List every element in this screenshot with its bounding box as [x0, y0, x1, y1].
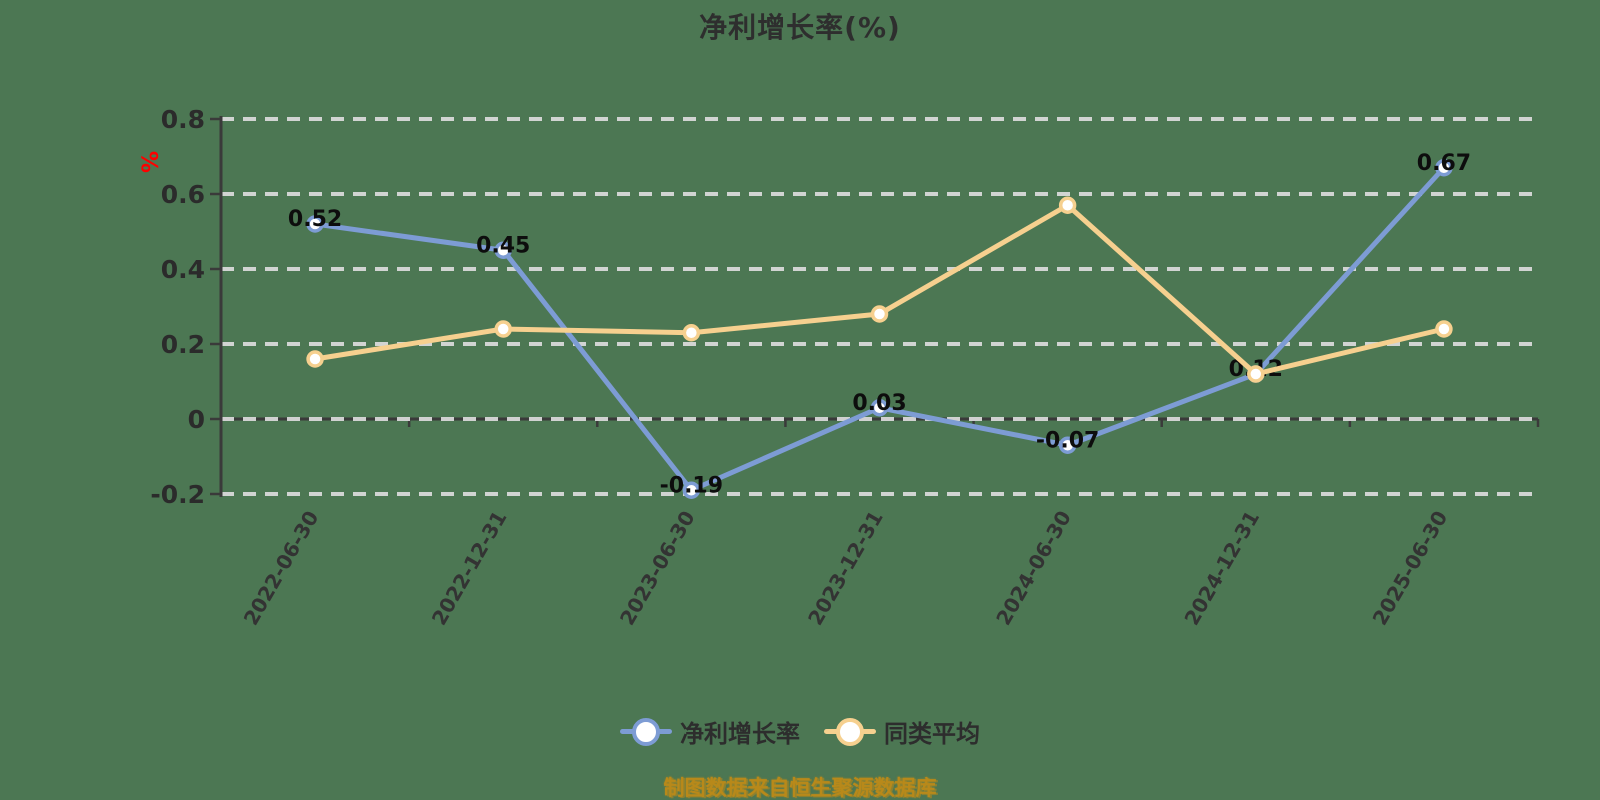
main-series-line[interactable] [312, 165, 1447, 493]
legend-item-net-profit-growth[interactable]: 净利增长率 [620, 714, 800, 749]
data-point-label: -0.07 [1036, 428, 1099, 453]
average-series-point[interactable] [1435, 320, 1453, 338]
legend-line-marker [620, 717, 672, 746]
y-tick-label: 0 [188, 405, 205, 434]
average-series-point[interactable] [870, 305, 889, 323]
average-series-point[interactable] [1247, 365, 1265, 383]
chart-footer-source: 制图数据来自恒生聚源数据库 [663, 776, 937, 800]
x-tick-label: 2024-06-30 [991, 507, 1076, 630]
chart-legend: 净利增长率 同类平均 [0, 714, 1600, 749]
main-series-point[interactable] [1058, 436, 1077, 454]
x-tick-label: 2024-12-31 [1179, 507, 1264, 630]
y-tick-label: -0.2 [150, 480, 205, 509]
main-series-point[interactable] [494, 241, 512, 259]
data-point-label: 0.45 [476, 233, 530, 258]
data-point-label: 0.52 [288, 207, 342, 232]
average-series-point[interactable] [306, 350, 324, 368]
average-series-point[interactable] [1058, 196, 1077, 214]
average-series-line[interactable] [312, 202, 1447, 377]
data-point-label: 0.67 [1417, 151, 1471, 176]
y-tick-label: 0.2 [161, 330, 205, 359]
average-series-point[interactable] [682, 324, 701, 342]
x-tick-label: 2023-12-31 [803, 507, 888, 630]
chart-title: 净利增长率(%) [699, 11, 901, 44]
x-tick-label: 2022-06-30 [239, 507, 324, 630]
legend-label: 净利增长率 [680, 720, 800, 748]
x-tick-label: 2023-06-30 [615, 507, 700, 630]
x-tick-label: 2022-12-31 [427, 507, 512, 630]
y-tick-label: 0.8 [161, 105, 205, 134]
main-series-point[interactable] [682, 481, 701, 499]
main-series-point[interactable] [1435, 159, 1453, 177]
x-tick-label: 2025-06-30 [1368, 507, 1453, 630]
main-series-point[interactable] [306, 215, 324, 233]
legend-circle-icon [836, 717, 864, 746]
y-tick-label: 0.4 [161, 255, 205, 284]
main-series-point[interactable] [870, 399, 889, 417]
legend-label: 同类平均 [884, 720, 980, 748]
legend-line-marker [824, 717, 876, 746]
average-series-point[interactable] [494, 320, 512, 338]
data-point-label: 0.03 [852, 391, 906, 416]
y-tick-label: 0.6 [161, 180, 205, 209]
legend-circle-icon [632, 717, 660, 746]
data-point-label: -0.19 [660, 473, 723, 498]
y-axis-unit-label: % [139, 151, 164, 173]
legend-item-category-average[interactable]: 同类平均 [824, 714, 980, 749]
